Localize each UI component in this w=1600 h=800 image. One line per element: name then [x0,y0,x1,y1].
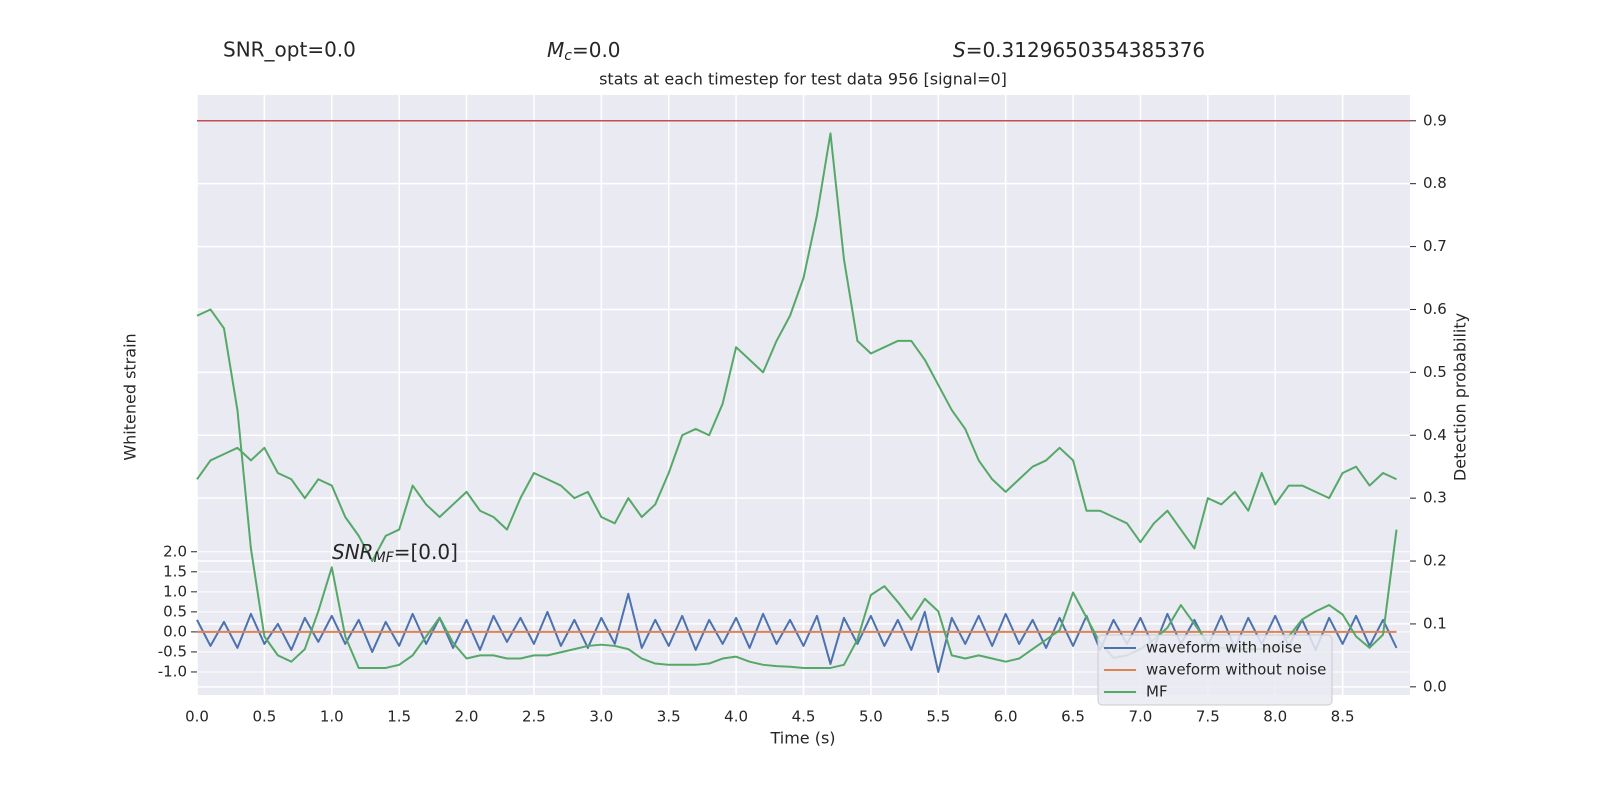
y2-tick-label: 0.0 [1423,677,1447,695]
y2-tick-label: 0.6 [1423,300,1447,318]
y-tick-label: 1.5 [163,562,187,580]
axes: 0.0 0.5 1.0 1.5 2.0 2.5 3.0 3.5 4.0 4.5 5.0 5.5 6.0 6… [158,111,1447,725]
x-tick-label: 3.0 [589,708,613,726]
x-tick-label: 5.5 [926,708,950,726]
annotation-symbol: M [547,38,564,62]
x-tick-label: 0.5 [252,708,276,726]
x-tick-label: 6.0 [994,708,1018,726]
annotation: S=0.3129650354385376 [953,38,1205,62]
x-tick-label: 8.5 [1331,708,1355,726]
y2-tick-label: 0.3 [1423,489,1447,507]
legend: waveform with noise waveform without nois… [1097,634,1333,706]
annotation: SNRMF=[0.0] [332,540,458,567]
x-tick-label: 0.0 [185,708,209,726]
legend-label: waveform with noise [1146,639,1302,657]
x-tick-label: 2.5 [522,708,546,726]
x-tick-label: 3.5 [657,708,681,726]
x-tick-label: 1.5 [387,708,411,726]
y-tick-label: 2.0 [163,542,187,560]
series-line [196,308,1398,669]
x-tick-label: 7.5 [1196,708,1220,726]
x-tick-label: 1.0 [320,708,344,726]
annotation: SNR_opt=0.0 [223,38,356,62]
y2-tick-label: 0.9 [1423,111,1447,129]
y-tick-label: -0.5 [158,642,187,660]
annotation-text: =0.0 [572,38,621,62]
y2-tick-label: 0.4 [1423,426,1447,444]
series-line [196,132,1397,563]
x-tick-label: 7.0 [1129,708,1153,726]
y-tick-label: 1.0 [163,582,187,600]
x-tick-label: 8.0 [1263,708,1287,726]
series-line [196,592,1398,673]
legend-label: MF [1146,683,1168,701]
y2-tick-label: 0.2 [1423,552,1447,570]
x-tick-label: 5.0 [859,708,883,726]
y2-tick-label: 0.7 [1423,237,1447,255]
y-tick-label: 0.5 [163,602,187,620]
annotation-subscript: MF [374,550,395,566]
chart-title: stats at each timestep for test data 956… [599,70,1007,89]
x-tick-label: 2.0 [455,708,479,726]
annotation-symbol: S [953,38,966,62]
annotation-text: =0.3129650354385376 [966,38,1205,62]
y-axis-label: Whitened strain [121,333,140,460]
y-tick-label: 0.0 [163,622,187,640]
x-tick-label: 6.5 [1061,708,1085,726]
y2-tick-label: 0.8 [1423,174,1447,192]
annotation-symbol: SNR [332,540,374,564]
x-axis-label: Time (s) [769,729,835,748]
annotation: Mc=0.0 [547,38,621,65]
y2-tick-label: 0.5 [1423,363,1447,381]
marks [196,120,1410,673]
annotation-text: =[0.0] [394,540,458,564]
y-tick-label: -1.0 [158,662,187,680]
x-tick-label: 4.0 [724,708,748,726]
y2-axis-label: Detection probability [1451,313,1470,481]
legend-label: waveform without noise [1146,661,1326,679]
annotation-subscript: c [564,48,572,64]
y2-tick-label: 0.1 [1423,614,1447,632]
x-tick-label: 4.5 [792,708,816,726]
legend-box [1097,634,1333,706]
